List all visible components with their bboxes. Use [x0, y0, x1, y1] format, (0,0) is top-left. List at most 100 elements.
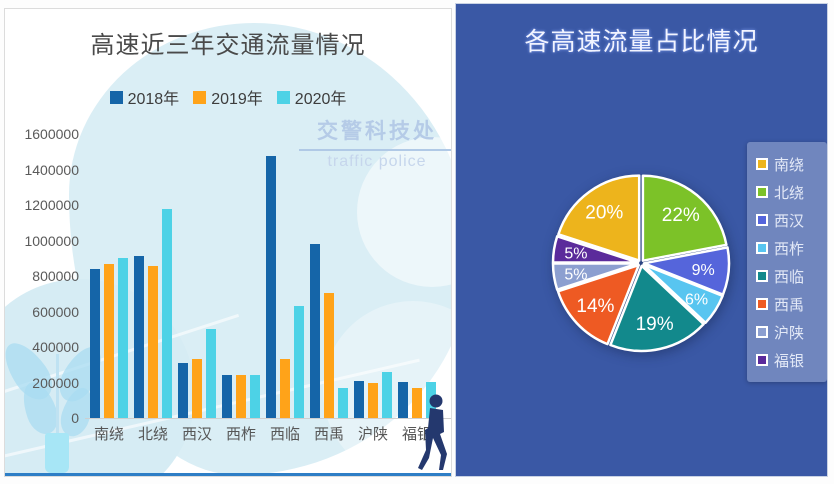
y-axis-tick-label: 600000	[32, 303, 79, 320]
bar-legend-item-0[interactable]: 2018年	[109, 85, 180, 109]
bar-s0-c5[interactable]	[310, 244, 320, 418]
y-axis-tick-label: 800000	[32, 268, 79, 284]
bar-chart-legend: 2018年 2019年 2020年	[5, 85, 451, 109]
plant-pot-illustration	[45, 433, 69, 473]
bar-group-4	[266, 156, 304, 418]
pie-label-7: 5%	[564, 246, 587, 263]
y-axis-tick-label: 1400000	[24, 161, 79, 178]
pie-slice-3[interactable]	[642, 263, 724, 325]
bar-group-6	[354, 372, 392, 418]
bar-s2-c3[interactable]	[250, 375, 260, 418]
x-axis-label-4: 西临	[269, 426, 300, 443]
legend-label: 2020年	[294, 91, 347, 108]
legend-swatch-icon	[756, 354, 768, 366]
y-axis-tick-label: 400000	[32, 339, 79, 355]
bar-legend-item-2[interactable]: 2020年	[276, 85, 347, 109]
bar-s1-c5[interactable]	[324, 293, 334, 418]
bar-s2-c5[interactable]	[338, 388, 348, 418]
bar-s1-c2[interactable]	[192, 359, 202, 418]
legend-label: 2019年	[211, 91, 263, 108]
legend-label: 福银	[774, 352, 805, 370]
pie-legend-item-4[interactable]: 西临	[756, 262, 827, 290]
bar-s0-c7[interactable]	[398, 382, 408, 418]
pie-legend-item-7[interactable]: 福银	[756, 346, 827, 374]
x-axis-label-5: 西禹	[313, 426, 344, 443]
pie-label-5: 14%	[576, 296, 614, 317]
bar-s0-c1[interactable]	[134, 256, 144, 418]
bar-s2-c4[interactable]	[294, 306, 304, 418]
bar-s2-c1[interactable]	[162, 209, 172, 418]
x-axis-label-3: 西柞	[225, 426, 256, 443]
bar-s0-c3[interactable]	[222, 375, 232, 418]
bar-group-1	[134, 209, 172, 418]
bar-s1-c1[interactable]	[148, 266, 158, 418]
pie-legend-item-3[interactable]: 西柞	[756, 234, 827, 262]
pie-chart-panel: 各高速流量占比情况 20% 22% 9% 6% 19% 14% 5% 5% 南绕 北绕 西汉 西柞西…	[455, 3, 828, 477]
bar-group-2	[178, 329, 216, 418]
bar-s0-c0[interactable]	[90, 269, 100, 418]
bar-s1-c0[interactable]	[104, 264, 114, 418]
pie-slice-4[interactable]	[609, 264, 705, 353]
y-axis-tick-label: 200000	[32, 374, 79, 391]
bar-group-3	[222, 375, 260, 418]
bar-s2-c0[interactable]	[118, 258, 128, 418]
legend-label: 西禹	[774, 296, 805, 314]
bar-chart-panel: 高速近三年交通流量情况 2018年 2019年 2020年 交警科技处 traffi…	[4, 8, 452, 477]
pie-slice-0[interactable]	[557, 174, 641, 262]
bar-s0-c4[interactable]	[266, 156, 276, 418]
pie-legend-item-2[interactable]: 西汉	[756, 206, 827, 234]
legend-swatch-icon	[193, 90, 207, 104]
legend-label: 沪陕	[774, 324, 805, 342]
pie-legend-item-5[interactable]: 西禹	[756, 290, 827, 318]
x-axis-label-7: 福银	[401, 426, 432, 443]
pie-label-2: 9%	[692, 262, 715, 279]
legend-swatch-icon	[756, 186, 768, 198]
pie-legend-item-1[interactable]: 北绕	[756, 178, 827, 206]
pie-legend-item-6[interactable]: 沪陕	[756, 318, 827, 346]
bar-group-0	[90, 258, 128, 418]
bar-s2-c2[interactable]	[206, 329, 216, 418]
pie-legend-item-0[interactable]: 南绕	[756, 150, 827, 178]
pie-chart-title: 各高速流量占比情况	[524, 28, 759, 56]
bar-s2-c6[interactable]	[382, 372, 392, 418]
pie-label-0: 20%	[585, 202, 623, 223]
bar-s1-c3[interactable]	[236, 375, 246, 418]
bar-s0-c6[interactable]	[354, 381, 364, 418]
x-axis-label-6: 沪陕	[357, 426, 388, 443]
legend-swatch-icon	[756, 242, 768, 254]
plant-stem-illustration	[56, 354, 59, 436]
legend-label: 2018年	[127, 91, 180, 108]
x-axis-label-2: 西汉	[181, 426, 212, 443]
bar-s1-c7[interactable]	[412, 388, 422, 418]
pie-label-3: 6%	[685, 291, 708, 308]
legend-swatch-icon	[276, 90, 290, 104]
watermark: 交警科技处 traffic police	[299, 115, 451, 171]
pie-slice-5[interactable]	[556, 263, 641, 346]
legend-swatch-icon	[756, 298, 768, 310]
watermark-text-cn: 交警科技处	[299, 115, 451, 151]
pie-slice-1[interactable]	[641, 174, 728, 262]
pie-label-1: 22%	[662, 205, 700, 226]
x-axis-label-0: 南绕	[93, 426, 124, 443]
bar-s1-c6[interactable]	[368, 383, 378, 418]
bar-legend-item-1[interactable]: 2019年	[193, 85, 263, 109]
pie-chart-legend: 南绕北绕西汉西柞 西临西禹沪陕福银	[747, 142, 827, 382]
y-axis-tick-label: 1600000	[24, 126, 79, 142]
bar-chart-title: 高速近三年交通流量情况	[90, 32, 366, 59]
bar-s0-c2[interactable]	[178, 363, 188, 418]
y-axis: 1600000 1400000 1200000 1000000 800000 600000…	[5, 9, 81, 476]
pie-slice-2[interactable]	[642, 246, 731, 296]
legend-label: 西汉	[774, 212, 805, 230]
pie-slice-7[interactable]	[551, 235, 640, 264]
bar-s1-c4[interactable]	[280, 359, 290, 418]
bar-plot-area: 南绕 北绕 西汉 西柞 西临 西禹 沪陕 福银	[5, 9, 451, 476]
walking-person-illustration	[418, 394, 447, 470]
legend-swatch-icon	[756, 214, 768, 226]
y-axis-tick-label: 1200000	[24, 197, 79, 213]
legend-label: 北绕	[774, 184, 805, 202]
bar-group-5	[310, 244, 348, 418]
y-axis-tick-label: 1000000	[24, 232, 79, 249]
x-axis-label-1: 北绕	[137, 426, 168, 443]
legend-swatch-icon	[756, 270, 768, 282]
